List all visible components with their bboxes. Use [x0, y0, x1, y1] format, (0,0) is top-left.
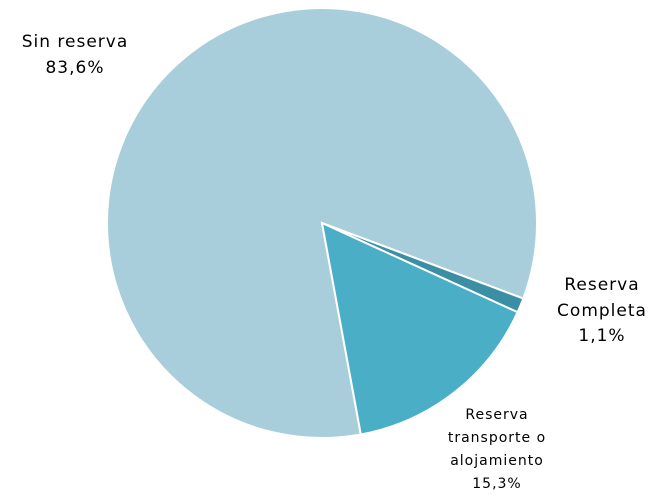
slice-label: Sin reserva 83,6% — [5, 30, 145, 81]
category-label: Reserva transporte o alojamiento — [447, 407, 547, 470]
value-label: 1,1% — [578, 326, 626, 346]
category-label: Reserva Completa — [557, 275, 647, 321]
value-label: 83,6% — [45, 57, 105, 78]
pie-slice — [320, 221, 519, 436]
slice-label: Reserva Completa 1,1% — [552, 273, 652, 350]
category-label: Sin reserva — [21, 32, 129, 52]
value-label: 15,3% — [472, 476, 522, 493]
slice-label: Reserva transporte o alojamiento 15,3% — [438, 404, 556, 496]
